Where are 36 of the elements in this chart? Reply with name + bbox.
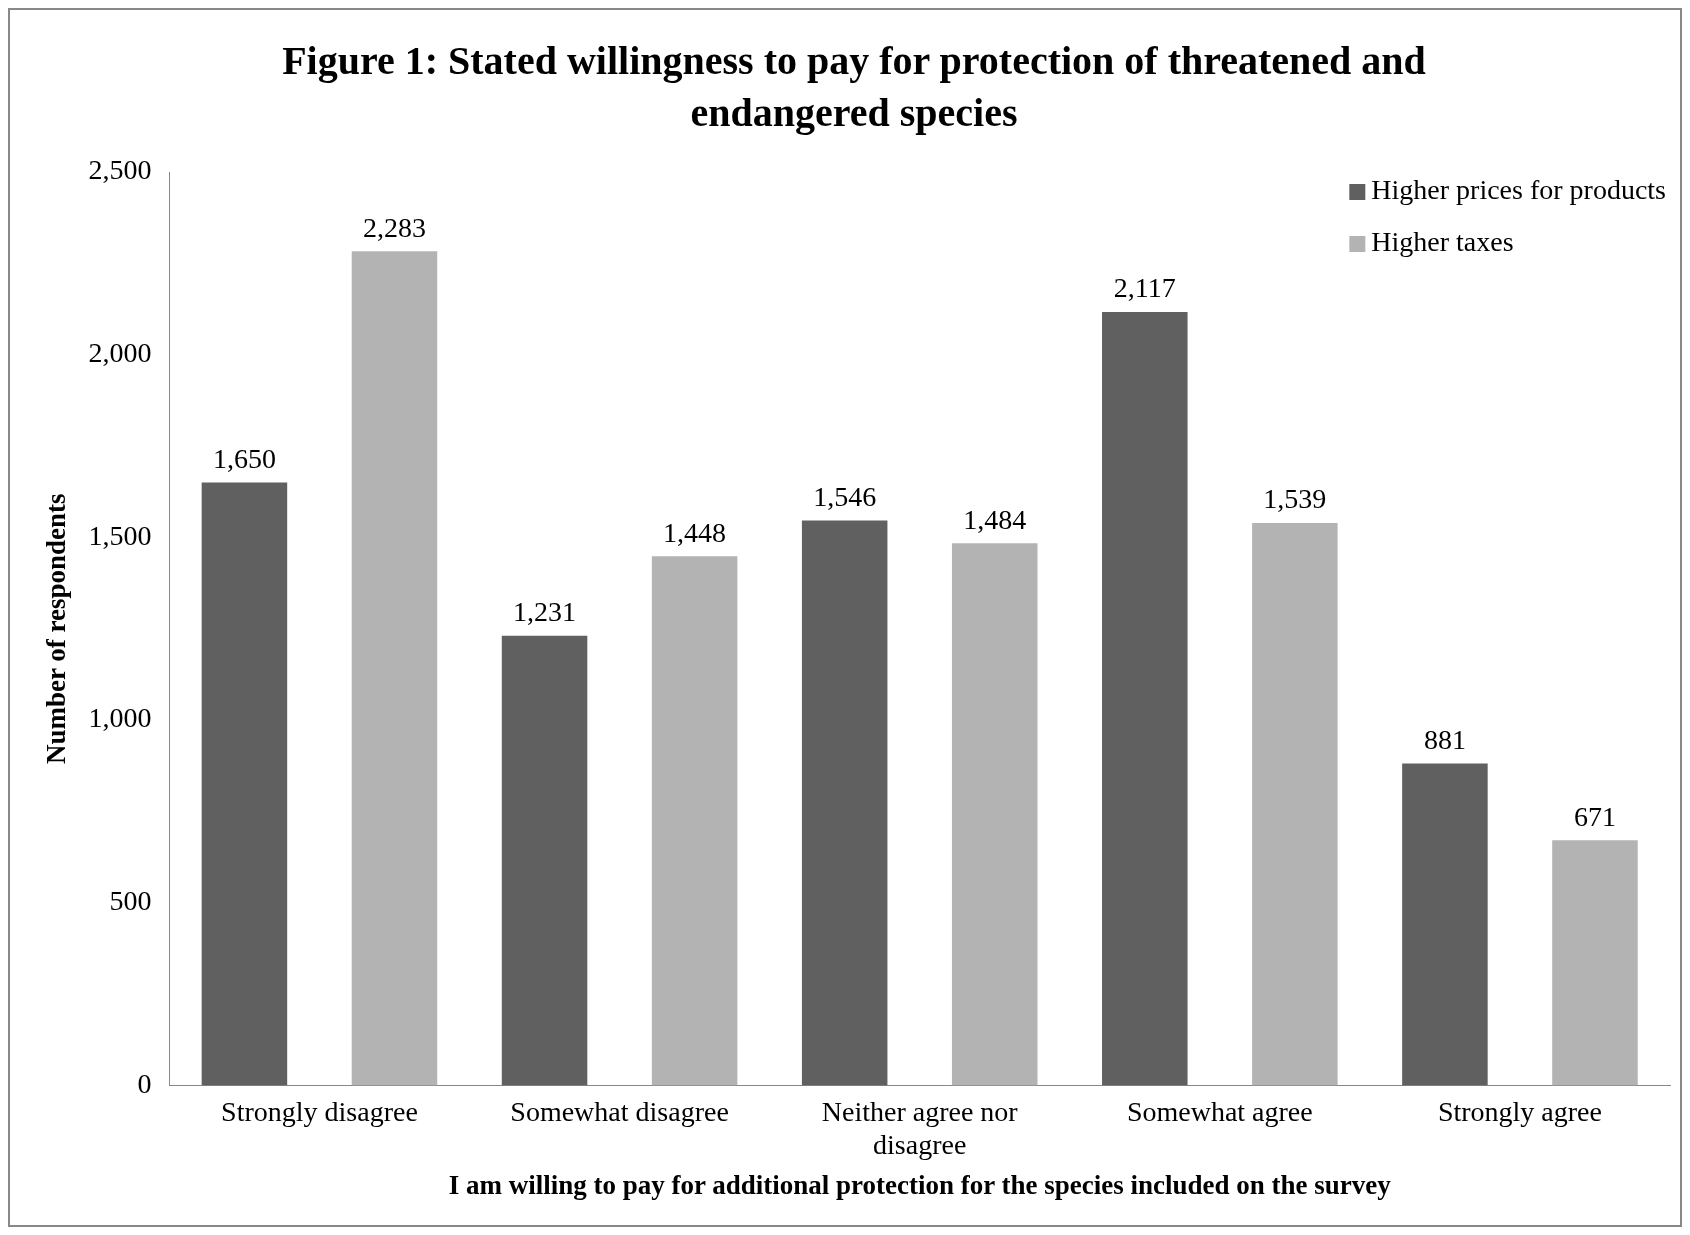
bar (501, 635, 588, 1086)
data-label: 1,546 (813, 480, 877, 512)
x-axis-title: I am willing to pay for additional protection for the species included on the survey (448, 1169, 1392, 1200)
chart-title: Figure 1: Stated willingness to pay for protection of threatened and endangered species (282, 38, 1426, 136)
bar (1102, 311, 1188, 1086)
bar (951, 543, 1038, 1086)
x-tick-label: Strongly agree (1437, 1095, 1602, 1127)
bar (351, 251, 438, 1086)
legend-label: Higher taxes (1371, 226, 1514, 258)
y-tick-label: 2,000 (88, 337, 152, 369)
y-tick-label: 1,000 (88, 702, 152, 734)
bar (1402, 763, 1488, 1086)
data-label: 1,231 (513, 596, 577, 627)
y-tick-label: 0 (137, 1067, 152, 1099)
bar (201, 482, 288, 1086)
data-label: 1,650 (212, 442, 276, 474)
legend-label: Higher prices for products (1371, 174, 1666, 206)
bar (801, 520, 888, 1086)
y-axis-title: Number of respondents (41, 493, 72, 764)
y-tick-label: 500 (109, 885, 152, 917)
x-tick-label: Neither agree nor disagree (821, 1095, 1019, 1161)
bar (1252, 523, 1338, 1086)
bar (1552, 840, 1638, 1086)
data-label: 1,484 (963, 503, 1027, 535)
data-label: 1,539 (1263, 483, 1327, 515)
y-tick-label: 2,500 (88, 154, 152, 186)
bar (651, 556, 738, 1086)
x-tick-label: Somewhat agree (1126, 1095, 1313, 1127)
data-label: 671 (1573, 800, 1616, 832)
data-label: 2,117 (1113, 272, 1176, 304)
data-label: 1,448 (663, 516, 727, 548)
data-label: 2,283 (362, 211, 426, 243)
y-tick-label: 1,500 (88, 519, 152, 551)
x-tick-label: Strongly disagree (221, 1095, 418, 1127)
x-tick-label: Somewhat disagree (510, 1095, 729, 1127)
data-label: 881 (1423, 723, 1466, 755)
